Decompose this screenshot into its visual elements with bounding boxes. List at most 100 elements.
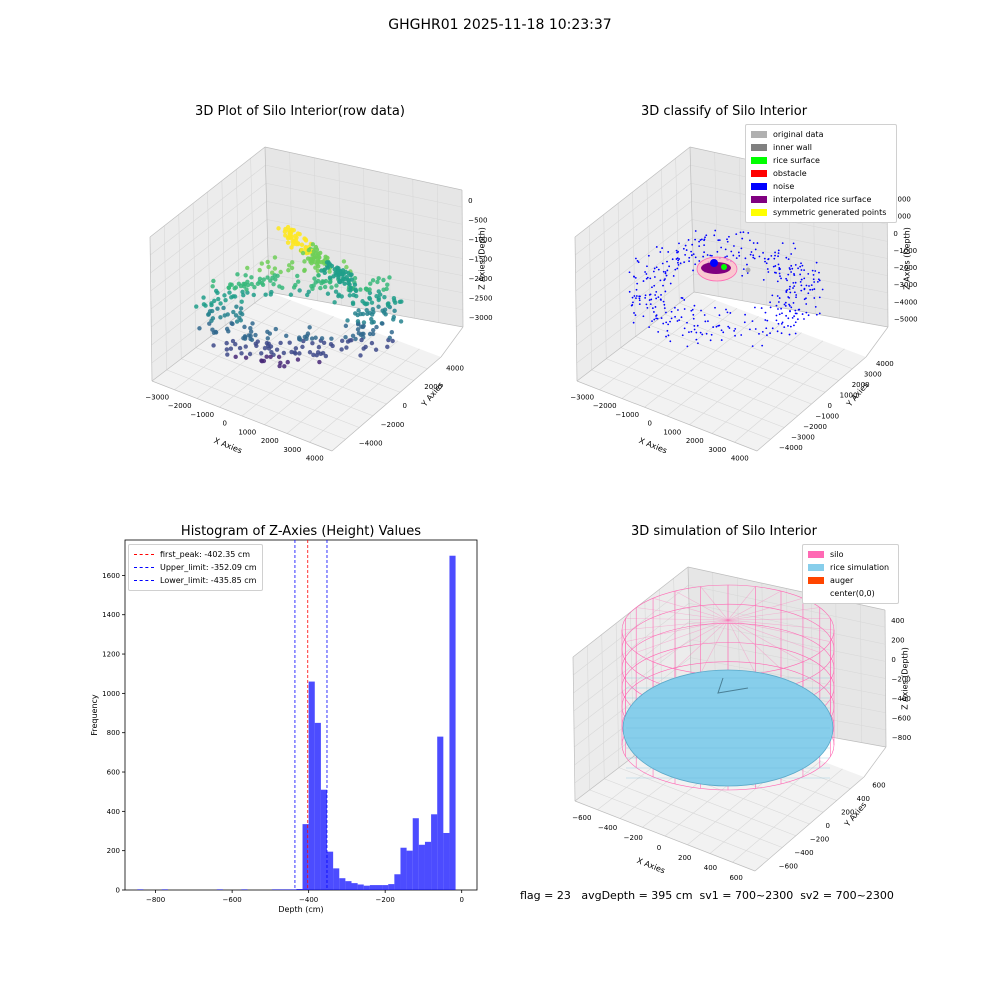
- plot1-point: [288, 292, 294, 297]
- plot2-noise-point: [635, 257, 637, 260]
- plot1-point: [385, 344, 390, 350]
- plot2-noise-point: [749, 253, 752, 256]
- histogram-bar: [431, 814, 438, 890]
- plot1-point: [349, 337, 354, 343]
- plot2-noise-point: [750, 251, 753, 253]
- plot1-point: [361, 323, 366, 329]
- plot1-title: 3D Plot of Silo Interior(row data): [195, 104, 405, 119]
- plot2-noise-point: [698, 260, 701, 262]
- histogram-bar: [418, 844, 425, 890]
- plot2-noise-point: [772, 265, 775, 268]
- plot2-noise-point: [701, 333, 704, 336]
- plot2-noise-point: [776, 330, 779, 333]
- plot1-point: [322, 267, 328, 272]
- plot2-noise-point: [753, 306, 756, 309]
- histogram-bar: [412, 818, 419, 890]
- plot2-noise-point: [635, 295, 638, 297]
- plot2-noise-point: [775, 314, 778, 317]
- legend-label: rice simulation: [830, 563, 890, 572]
- plot1-xtick: −2000: [168, 402, 192, 410]
- plot1-point: [339, 338, 345, 344]
- plot2-noise-point: [633, 275, 635, 278]
- plot1-point: [307, 350, 313, 355]
- plot2-noise-point: [667, 334, 670, 337]
- plot2-noise-point: [687, 239, 690, 241]
- plot1-point: [241, 292, 246, 298]
- plot1-point: [314, 253, 320, 259]
- plot2-noise-point: [743, 321, 746, 324]
- plot2-noise-point: [813, 297, 816, 299]
- plot2-noise-point: [644, 271, 647, 273]
- status-footer: flag = 23 avgDepth = 395 cm sv1 = 700~23…: [520, 889, 894, 902]
- plot2-noise-point: [803, 287, 806, 290]
- plot2-noise-point: [811, 288, 814, 291]
- plot4-xtick: 600: [729, 874, 742, 882]
- plot2-noise-point: [651, 307, 654, 310]
- histogram-bar: [449, 555, 456, 890]
- plot2-noise-point: [655, 266, 658, 269]
- plot2-noise-point: [741, 237, 744, 240]
- legend-label: original data: [773, 130, 824, 139]
- plot2-ztick: 1000: [893, 213, 911, 221]
- plot2-noise-point: [686, 345, 689, 348]
- plot2-noise-point: [674, 306, 676, 309]
- plot2-noise-point: [653, 284, 656, 287]
- plot1-point: [289, 349, 294, 355]
- legend-swatch: [751, 144, 767, 151]
- plot2-noise-point: [733, 245, 735, 247]
- plot1-point: [365, 311, 370, 316]
- plot4-xlabel: X Axies: [636, 856, 667, 875]
- legend-label: symmetric generated points: [773, 208, 887, 217]
- plot2-noise-point: [663, 307, 666, 310]
- plot4-xtick: −600: [572, 814, 591, 822]
- plot2-noise-point: [686, 321, 688, 324]
- plot2-noise-point: [793, 291, 796, 294]
- plot1-ytick: −2000: [381, 421, 405, 429]
- plot2-noise-point: [664, 271, 667, 273]
- plot2-noise-point: [753, 257, 756, 260]
- plot1-point: [285, 240, 291, 245]
- plot1-point: [291, 285, 297, 290]
- plot1-point: [316, 344, 322, 350]
- plot2-noise-point: [777, 263, 780, 266]
- plot2-noise-point: [800, 289, 803, 292]
- legend-label: interpolated rice surface: [773, 195, 872, 204]
- plot2-noise-point: [685, 249, 688, 251]
- legend-label: Lower_limit: -435.85 cm: [160, 576, 257, 585]
- plot1-point: [367, 290, 373, 296]
- plot2-noise-point: [792, 287, 794, 289]
- plot1-point: [387, 275, 392, 280]
- plot1-point: [313, 335, 318, 340]
- plot2-noise-point: [793, 285, 796, 288]
- plot1-xtick: 2000: [261, 437, 279, 445]
- histogram-bar: [443, 832, 450, 890]
- plot1-point: [391, 314, 397, 320]
- histogram-bar: [339, 878, 346, 890]
- plot2-ytick: −4000: [779, 444, 803, 452]
- plot1-point: [322, 270, 327, 276]
- legend-entry: interpolated rice surface: [751, 193, 891, 206]
- plot2-noise-point: [696, 324, 699, 327]
- plot2-noise-point: [788, 304, 791, 307]
- plot2-xtick: −2000: [593, 402, 617, 410]
- histogram-bar: [284, 889, 291, 890]
- plot2-noise-point: [752, 256, 755, 259]
- plot2-noise-point: [796, 318, 799, 321]
- plot1-point: [259, 261, 265, 266]
- plot2-noise-point: [688, 260, 690, 263]
- histogram-bar: [357, 884, 364, 890]
- plot2-noise-point: [795, 294, 798, 296]
- plot1-point: [268, 292, 273, 297]
- plot3-xtick-label: −800: [146, 896, 165, 904]
- plot1-point: [337, 279, 342, 284]
- plot2-noise-point: [638, 299, 641, 302]
- plot4-zlabel: Z Axies (Depth): [901, 647, 910, 710]
- plot2-noise-point: [728, 327, 731, 329]
- plot2-noise-point: [799, 280, 802, 283]
- plot2-noise-point: [815, 261, 818, 264]
- plot2-ztick: 0: [893, 230, 897, 238]
- plot1-xtick: 0: [223, 420, 227, 428]
- plot2-noise-point: [694, 263, 697, 266]
- histogram-bar: [363, 885, 370, 890]
